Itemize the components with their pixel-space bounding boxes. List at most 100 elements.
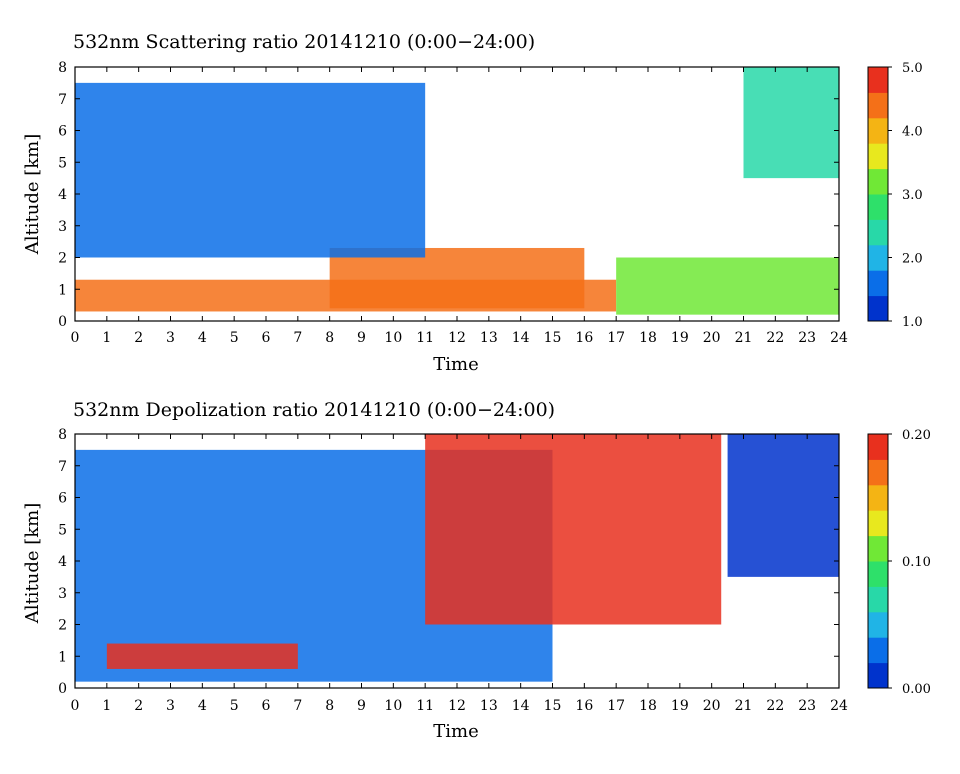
colorbar-segment — [868, 143, 888, 170]
x-tick-label: 3 — [166, 698, 175, 714]
x-tick-label: 22 — [766, 330, 784, 346]
colorbar-tick-label: 1.0 — [902, 315, 923, 330]
y-tick-label: 8 — [58, 60, 67, 76]
depolarization-ratio-chart: 532nm Depolization ratio 20141210 (0:00−… — [22, 399, 931, 742]
x-tick-label: 21 — [735, 330, 753, 346]
y-tick-label: 6 — [58, 124, 67, 140]
x-tick-label: 13 — [480, 698, 498, 714]
colorbar-segment — [868, 295, 888, 322]
chart-title: 532nm Scattering ratio 20141210 (0:00−24… — [73, 31, 535, 53]
x-tick-label: 14 — [512, 330, 530, 346]
y-axis-label: Altitude [km] — [22, 134, 43, 256]
x-tick-label: 1 — [102, 698, 111, 714]
x-tick-label: 16 — [575, 698, 593, 714]
x-tick-label: 6 — [262, 330, 271, 346]
x-tick-label: 9 — [357, 698, 366, 714]
heatmap-region — [743, 67, 839, 179]
scattering-ratio-chart: 532nm Scattering ratio 20141210 (0:00−24… — [22, 31, 923, 375]
colorbar-segment — [868, 611, 888, 638]
colorbar: 1.0 2.0 3.0 4.0 5.0 — [867, 61, 923, 330]
colorbar-tick-label: 4.0 — [902, 125, 923, 140]
colorbar-segment — [868, 194, 888, 220]
y-tick-label: 5 — [58, 155, 67, 171]
depolarization-ratio-panel: 532nm Depolization ratio 20141210 (0:00−… — [0, 385, 960, 770]
colorbar-segment — [868, 561, 888, 587]
y-tick-label: 4 — [58, 187, 67, 203]
x-tick-label: 1 — [102, 330, 111, 346]
colorbar-tick-label: 0.10 — [902, 555, 931, 570]
y-tick-label: 1 — [58, 282, 67, 298]
x-tick-label: 7 — [293, 330, 302, 346]
colorbar-segment — [868, 92, 888, 119]
y-tick-label: 4 — [58, 554, 67, 570]
y-tick-label: 3 — [58, 219, 67, 235]
x-tick-label: 12 — [448, 330, 466, 346]
x-tick-label: 8 — [325, 698, 334, 714]
x-tick-label: 11 — [416, 698, 434, 714]
x-tick-label: 24 — [830, 330, 848, 346]
heatmap-region — [106, 643, 298, 669]
y-tick-label: 7 — [58, 92, 67, 108]
x-tick-label: 10 — [384, 698, 402, 714]
colorbar-segment — [868, 459, 888, 486]
x-tick-label: 18 — [639, 698, 657, 714]
x-tick-label: 15 — [544, 330, 562, 346]
colorbar-segment — [868, 67, 888, 93]
x-tick-label: 7 — [293, 698, 302, 714]
x-tick-label: 8 — [325, 330, 334, 346]
colorbar-segment — [868, 117, 888, 144]
y-tick-label: 2 — [58, 618, 67, 634]
colorbar-segment — [868, 168, 888, 195]
x-tick-label: 3 — [166, 330, 175, 346]
x-tick-label: 11 — [416, 330, 434, 346]
x-tick-label: 4 — [198, 330, 207, 346]
x-tick-label: 0 — [71, 330, 80, 346]
x-tick-label: 19 — [671, 330, 689, 346]
x-tick-label: 23 — [798, 698, 816, 714]
x-tick-label: 20 — [703, 698, 721, 714]
colorbar-segment — [868, 510, 888, 537]
heatmap-region — [329, 247, 585, 309]
y-tick-label: 0 — [58, 314, 67, 330]
heatmap-region — [616, 257, 839, 315]
colorbar-tick-label: 3.0 — [902, 188, 923, 203]
x-tick-label: 24 — [830, 698, 848, 714]
x-tick-label: 17 — [607, 698, 625, 714]
colorbar-segment — [868, 586, 888, 613]
colorbar-segment — [868, 484, 888, 511]
heatmap-region — [75, 82, 426, 258]
x-tick-label: 16 — [575, 330, 593, 346]
x-tick-label: 2 — [134, 330, 143, 346]
colorbar-segment — [868, 270, 888, 297]
x-tick-label: 14 — [512, 698, 530, 714]
colorbar-segment — [868, 219, 888, 246]
x-tick-label: 0 — [71, 698, 80, 714]
x-tick-label: 5 — [230, 330, 239, 346]
x-tick-label: 15 — [544, 698, 562, 714]
y-tick-label: 5 — [58, 522, 67, 538]
colorbar-tick-label: 5.0 — [902, 61, 923, 76]
chart-title: 532nm Depolization ratio 20141210 (0:00−… — [73, 399, 555, 421]
x-tick-label: 18 — [639, 330, 657, 346]
x-tick-label: 23 — [798, 330, 816, 346]
y-tick-label: 0 — [58, 681, 67, 697]
x-axis-label: Time — [433, 354, 478, 375]
x-tick-label: 6 — [262, 698, 271, 714]
x-axis-label: Time — [433, 721, 478, 742]
colorbar-tick-label: 0.00 — [902, 682, 931, 697]
heatmap-region — [425, 434, 722, 625]
x-tick-label: 2 — [134, 698, 143, 714]
colorbar-segment — [868, 535, 888, 562]
colorbar-segment — [868, 637, 888, 664]
x-tick-label: 21 — [735, 698, 753, 714]
colorbar-tick-label: 2.0 — [902, 252, 923, 267]
x-tick-label: 4 — [198, 698, 207, 714]
x-tick-label: 10 — [384, 330, 402, 346]
x-tick-label: 9 — [357, 330, 366, 346]
x-tick-label: 17 — [607, 330, 625, 346]
x-tick-label: 13 — [480, 330, 498, 346]
x-tick-label: 19 — [671, 698, 689, 714]
y-tick-label: 1 — [58, 649, 67, 665]
plot-area: 0 1 2 3 4 5 6 7 8 9 10 11 12 13 14 15 16 17 18 19 20 21 22 23 24… — [58, 427, 848, 714]
plot-area: 0 1 2 3 4 5 6 7 8 9 10 11 12 13 14 15 16 17 18 19 20 21 22 23 24… — [58, 60, 848, 346]
